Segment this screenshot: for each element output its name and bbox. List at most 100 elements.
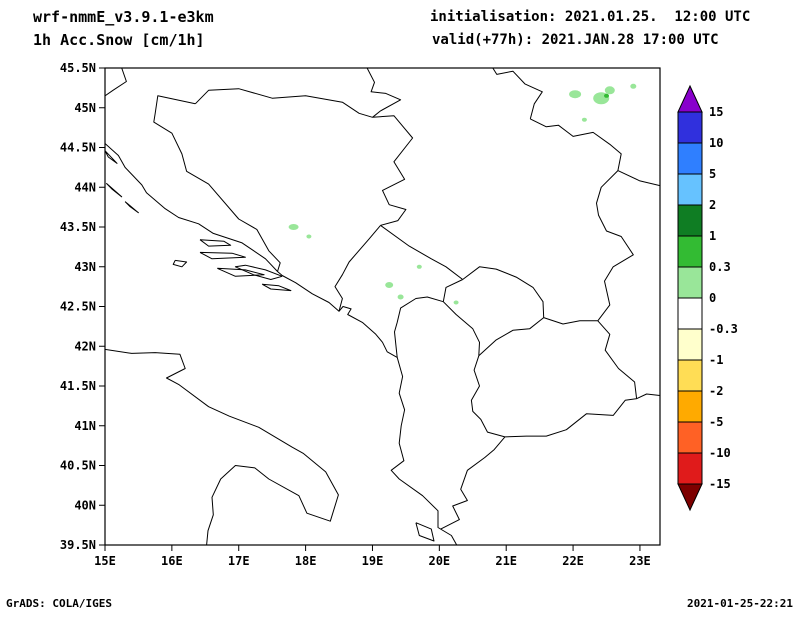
valid-time-label: valid(+77h): 2021.JAN.28 17:00 UTC (432, 32, 719, 48)
border-path (334, 225, 381, 312)
x-tick-label: 17E (228, 554, 250, 568)
snow-patch (630, 83, 637, 89)
snow-patch (581, 117, 587, 122)
y-tick-label: 42N (74, 339, 96, 353)
border-path (470, 355, 506, 438)
colorbar-label: -15 (709, 477, 731, 491)
grads-credit: GrADS: COLA/IGES (6, 597, 112, 610)
snow-patch (306, 234, 312, 239)
border-path (442, 279, 463, 302)
model-title: wrf-nmmE_v3.9.1-e3km (33, 8, 214, 26)
border-path (543, 317, 598, 325)
x-tick-label: 23E (629, 554, 651, 568)
colorbar-label: 0.3 (709, 260, 731, 274)
snow-patch (453, 300, 459, 305)
colorbar-segment (677, 266, 703, 299)
border-path (530, 118, 622, 171)
island-path (415, 522, 435, 542)
colorbar-label: -1 (709, 353, 723, 367)
island-path (199, 239, 232, 247)
border-path (442, 301, 480, 356)
border-path (372, 115, 414, 226)
x-tick-label: 18E (295, 554, 317, 568)
border-path (153, 95, 281, 272)
island-path (172, 259, 188, 268)
colorbar-segment (677, 173, 703, 206)
y-tick-label: 43N (74, 260, 96, 274)
border-path (380, 224, 464, 280)
island-path (105, 150, 118, 164)
x-tick-label: 21E (495, 554, 517, 568)
island-path (261, 283, 292, 292)
border-path (394, 296, 444, 358)
x-tick-label: 15E (94, 554, 116, 568)
colorbar-label: -5 (709, 415, 723, 429)
snow-patch (604, 93, 609, 98)
colorbar-label: -10 (709, 446, 731, 460)
colorbar-segment (677, 328, 703, 361)
y-tick-label: 39.5N (60, 538, 96, 552)
colorbar-segment (677, 359, 703, 392)
colorbar-segment (677, 452, 703, 485)
colorbar-segment (677, 235, 703, 268)
colorbar-segment (677, 111, 703, 144)
border-path (504, 398, 637, 438)
border-path (596, 170, 634, 322)
island-path (124, 201, 139, 214)
colorbar-label: 15 (709, 105, 723, 119)
colorbar-label: -0.3 (709, 322, 738, 336)
field-title: 1h Acc.Snow [cm/1h] (33, 31, 205, 49)
x-tick-label: 16E (161, 554, 183, 568)
y-tick-label: 40.5N (60, 459, 96, 473)
colorbar-segment (677, 421, 703, 454)
snow-patch (397, 294, 404, 300)
colorbar-segment (677, 142, 703, 175)
snow-patch (385, 282, 394, 288)
island-path (199, 251, 246, 260)
border-path (492, 68, 543, 120)
coastline-path (105, 348, 339, 545)
y-tick-label: 44.5N (60, 141, 96, 155)
colorbar-segment (677, 297, 703, 330)
init-time-label: initialisation: 2021.01.25. 12:00 UTC (430, 9, 751, 25)
border-path (105, 68, 127, 97)
x-tick-label: 22E (562, 554, 584, 568)
y-tick-label: 41.5N (60, 379, 96, 393)
snow-patch (416, 264, 422, 269)
border-path (597, 320, 638, 399)
border-path (366, 68, 402, 118)
x-tick-label: 19E (362, 554, 384, 568)
border-path (636, 393, 660, 400)
y-tick-label: 42.5N (60, 300, 96, 314)
colorbar-label: 5 (709, 167, 716, 181)
colorbar-segment (677, 390, 703, 423)
snow-patch (569, 90, 582, 99)
island-path (105, 182, 123, 198)
colorbar-label: 2 (709, 198, 716, 212)
y-tick-label: 44N (74, 180, 96, 194)
colorbar-label: 0 (709, 291, 716, 305)
y-tick-label: 45.5N (60, 61, 96, 75)
colorbar-label: 10 (709, 136, 723, 150)
y-tick-label: 40N (74, 498, 96, 512)
plot-frame (104, 67, 661, 546)
colorbar-arrow-up (677, 84, 703, 113)
snow-patch (288, 224, 299, 230)
snow-patch (604, 86, 615, 95)
colorbar-label: -2 (709, 384, 723, 398)
border-path (462, 266, 545, 318)
border-path (478, 317, 545, 357)
border-path (440, 436, 506, 530)
island-path (234, 264, 283, 280)
coastline-path (105, 143, 458, 545)
island-path (217, 267, 265, 277)
x-tick-label: 20E (428, 554, 450, 568)
colorbar-segment (677, 204, 703, 237)
border-path (617, 170, 660, 187)
colorbar-arrow-down (677, 483, 703, 512)
y-tick-label: 43.5N (60, 220, 96, 234)
y-tick-label: 41N (74, 419, 96, 433)
y-tick-label: 45N (74, 101, 96, 115)
